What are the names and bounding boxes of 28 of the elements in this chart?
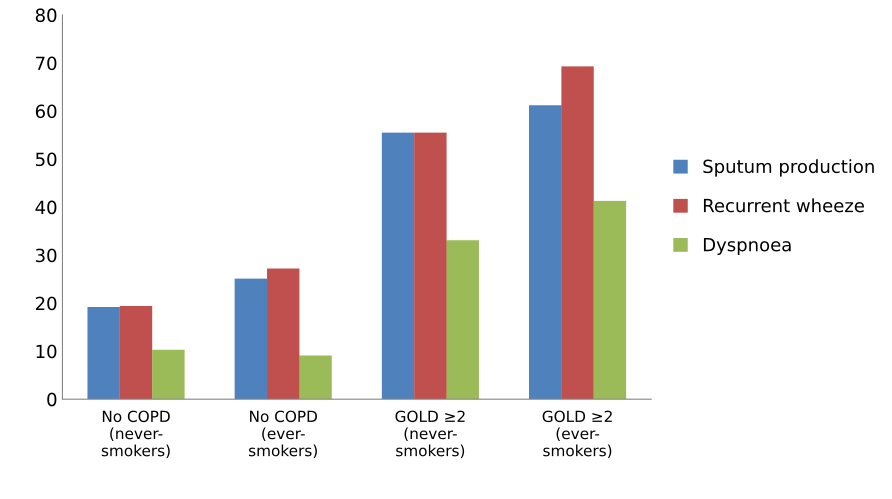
y-tick-label: 50 xyxy=(36,152,56,166)
x-tick-label: No COPD (ever- smokers) xyxy=(248,410,317,458)
y-tick-label: 70 xyxy=(36,56,56,70)
x-tick-label: GOLD ≥2 (never- smokers) xyxy=(395,410,465,458)
bar xyxy=(299,355,332,400)
bar xyxy=(267,268,300,400)
legend-label: Dyspnoea xyxy=(704,238,791,255)
y-tick-label: 30 xyxy=(36,248,56,262)
bar xyxy=(87,306,120,400)
bar xyxy=(594,200,626,400)
y-tick-label: 60 xyxy=(36,104,56,118)
y-tick-label: 80 xyxy=(36,8,56,22)
y-tick-label: 20 xyxy=(36,296,56,310)
x-tick-label: GOLD ≥2 (ever- smokers) xyxy=(542,410,612,458)
bar xyxy=(529,105,562,400)
bar xyxy=(120,306,152,400)
y-tick-label: 0 xyxy=(47,392,56,406)
bar xyxy=(561,66,594,400)
bar xyxy=(382,132,414,400)
bar xyxy=(152,350,185,400)
x-tick-label: No COPD (never- smokers) xyxy=(102,410,170,458)
bar xyxy=(414,132,447,400)
bar xyxy=(446,240,479,400)
y-tick-label: 10 xyxy=(36,344,56,358)
legend-label: Sputum production xyxy=(703,159,874,177)
y-tick-label: 40 xyxy=(35,200,56,214)
bar xyxy=(234,278,268,400)
legend-label: Recurrent wheeze xyxy=(704,198,864,212)
